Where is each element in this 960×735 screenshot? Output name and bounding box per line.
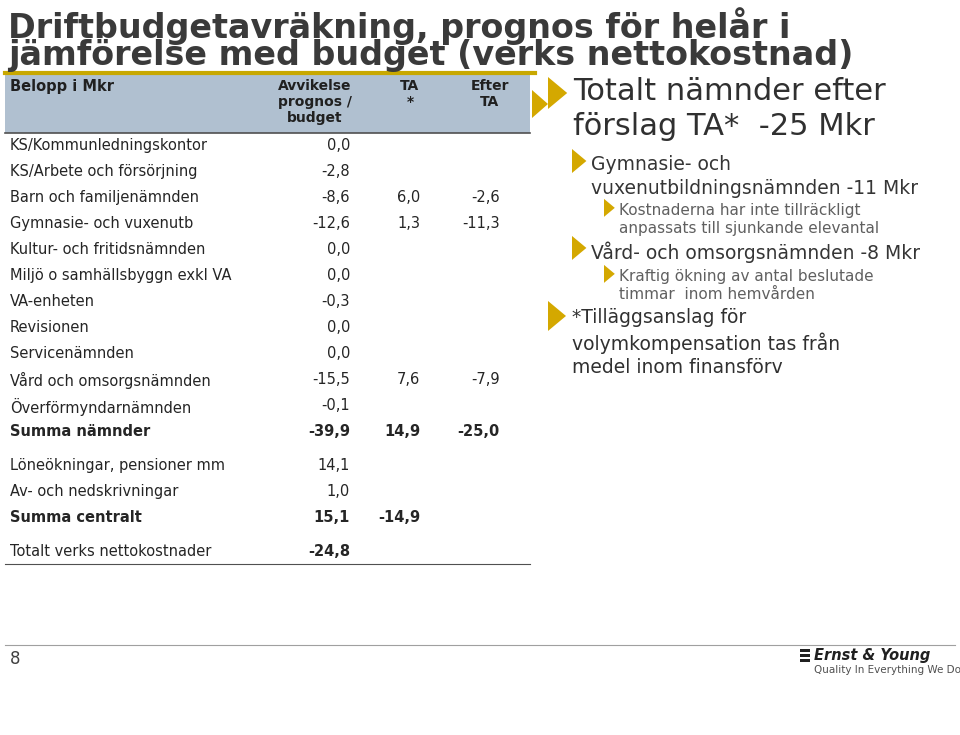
- Text: Ernst & Young: Ernst & Young: [814, 648, 930, 663]
- Text: *Tilläggsanslag för
volymkompensation tas från
medel inom finansförv: *Tilläggsanslag för volymkompensation ta…: [572, 308, 840, 377]
- Text: Efter
TA: Efter TA: [470, 79, 509, 110]
- Text: -39,9: -39,9: [308, 424, 350, 439]
- Text: -15,5: -15,5: [312, 372, 350, 387]
- Polygon shape: [572, 149, 587, 173]
- Text: Kostnaderna har inte tillräckligt
anpassats till sjunkande elevantal: Kostnaderna har inte tillräckligt anpass…: [619, 203, 879, 237]
- Bar: [800, 654, 810, 656]
- Text: 6,0: 6,0: [396, 190, 420, 205]
- Text: Belopp i Mkr: Belopp i Mkr: [10, 79, 114, 94]
- Text: 14,9: 14,9: [384, 424, 420, 439]
- Text: Av- och nedskrivningar: Av- och nedskrivningar: [10, 484, 179, 499]
- Polygon shape: [604, 265, 614, 283]
- Text: Driftbudgetavräkning, prognos för helår i: Driftbudgetavräkning, prognos för helår …: [8, 7, 790, 45]
- Text: 1,3: 1,3: [397, 216, 420, 231]
- Text: Avvikelse
prognos /
budget: Avvikelse prognos / budget: [278, 79, 352, 126]
- Text: -2,6: -2,6: [471, 190, 500, 205]
- Text: Vård och omsorgsnämnden: Vård och omsorgsnämnden: [10, 372, 211, 389]
- Text: -0,3: -0,3: [322, 294, 350, 309]
- Text: 15,1: 15,1: [314, 510, 350, 525]
- Text: 0,0: 0,0: [326, 138, 350, 153]
- Text: Summa nämnder: Summa nämnder: [10, 424, 151, 439]
- Text: Barn och familjenämnden: Barn och familjenämnden: [10, 190, 199, 205]
- Text: -7,9: -7,9: [471, 372, 500, 387]
- Text: Totalt nämnder efter
förslag TA*  -25 Mkr: Totalt nämnder efter förslag TA* -25 Mkr: [573, 77, 886, 140]
- Text: -8,6: -8,6: [322, 190, 350, 205]
- Text: -25,0: -25,0: [458, 424, 500, 439]
- Text: -24,8: -24,8: [308, 544, 350, 559]
- Text: -2,8: -2,8: [322, 164, 350, 179]
- Text: Quality In Everything We Do: Quality In Everything We Do: [814, 665, 960, 675]
- Text: 7,6: 7,6: [396, 372, 420, 387]
- Text: 8: 8: [10, 650, 20, 668]
- Text: 0,0: 0,0: [326, 242, 350, 257]
- Text: 0,0: 0,0: [326, 346, 350, 361]
- Text: Överförmyndarnämnden: Överförmyndarnämnden: [10, 398, 191, 416]
- Bar: [800, 659, 810, 662]
- Text: jämförelse med budget (verks nettokostnad): jämförelse med budget (verks nettokostna…: [8, 39, 853, 72]
- Text: Miljö o samhällsbyggn exkl VA: Miljö o samhällsbyggn exkl VA: [10, 268, 231, 283]
- Text: Gymnasie- och vuxenutb: Gymnasie- och vuxenutb: [10, 216, 193, 231]
- Text: 14,1: 14,1: [318, 458, 350, 473]
- Text: Revisionen: Revisionen: [10, 320, 89, 335]
- Text: Servicenämnden: Servicenämnden: [10, 346, 133, 361]
- FancyBboxPatch shape: [5, 75, 530, 133]
- Polygon shape: [572, 236, 587, 260]
- Text: 0,0: 0,0: [326, 268, 350, 283]
- Text: KS/Kommunledningskontor: KS/Kommunledningskontor: [10, 138, 208, 153]
- Polygon shape: [548, 77, 567, 109]
- Polygon shape: [532, 90, 548, 118]
- Polygon shape: [604, 199, 614, 217]
- Text: 1,0: 1,0: [326, 484, 350, 499]
- Bar: [800, 649, 810, 651]
- Text: TA
*: TA *: [400, 79, 420, 110]
- Text: Kraftig ökning av antal beslutade
timmar  inom hemvården: Kraftig ökning av antal beslutade timmar…: [619, 269, 874, 303]
- Text: Gymnasie- och
vuxenutbildningsnämnden -11 Mkr: Gymnasie- och vuxenutbildningsnämnden -1…: [591, 155, 919, 198]
- Text: Kultur- och fritidsnämnden: Kultur- och fritidsnämnden: [10, 242, 205, 257]
- Polygon shape: [548, 301, 566, 331]
- Text: -11,3: -11,3: [463, 216, 500, 231]
- Text: Vård- och omsorgsnämnden -8 Mkr: Vård- och omsorgsnämnden -8 Mkr: [591, 242, 921, 263]
- Text: KS/Arbete och försörjning: KS/Arbete och försörjning: [10, 164, 198, 179]
- Text: Summa centralt: Summa centralt: [10, 510, 142, 525]
- Text: -0,1: -0,1: [322, 398, 350, 413]
- Text: Löneökningar, pensioner mm: Löneökningar, pensioner mm: [10, 458, 225, 473]
- Text: Totalt verks nettokostnader: Totalt verks nettokostnader: [10, 544, 211, 559]
- Text: VA-enheten: VA-enheten: [10, 294, 95, 309]
- Text: 0,0: 0,0: [326, 320, 350, 335]
- Text: -12,6: -12,6: [312, 216, 350, 231]
- Text: -14,9: -14,9: [378, 510, 420, 525]
